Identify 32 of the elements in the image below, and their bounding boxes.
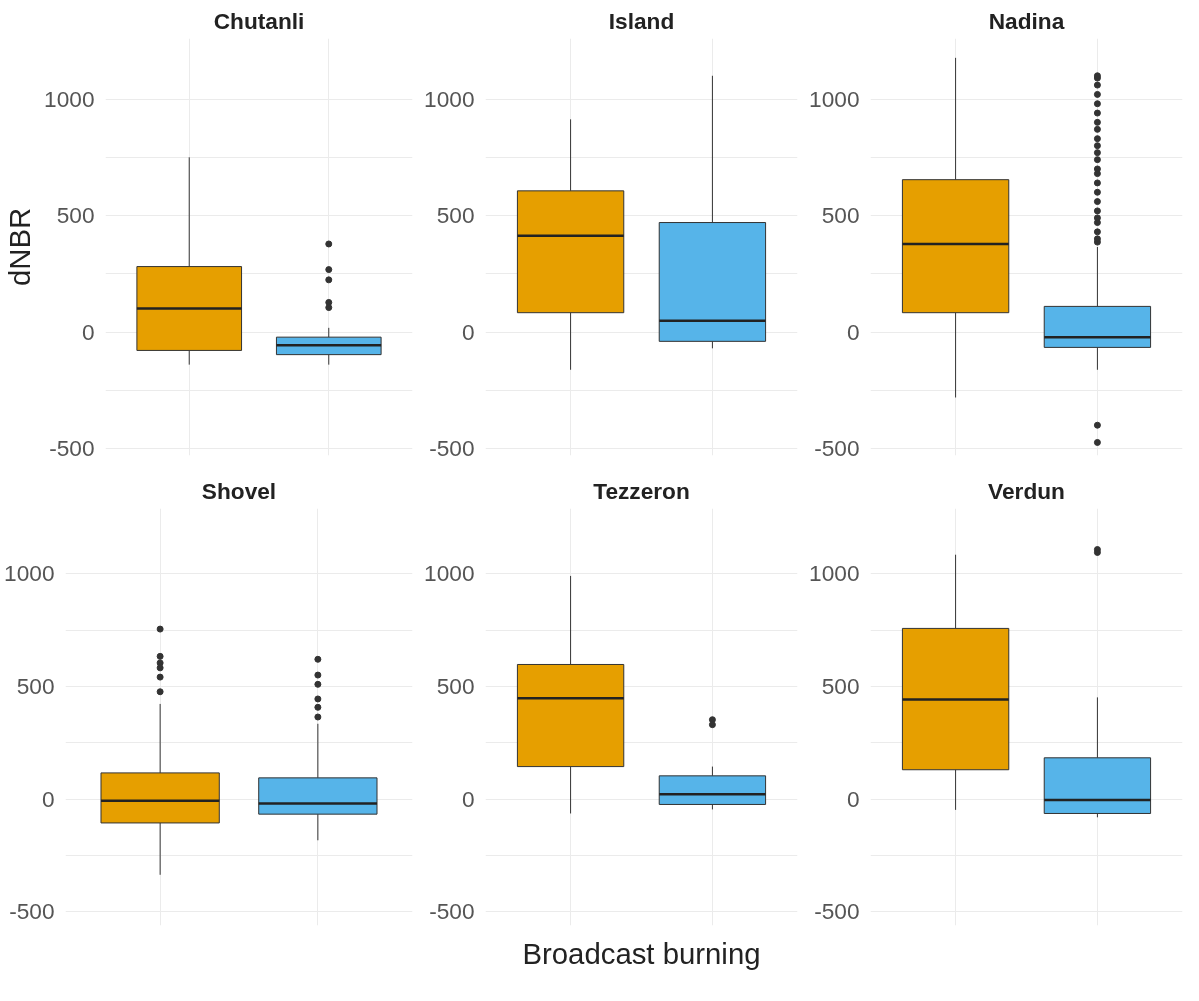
chart-title: Tezzeron	[593, 477, 690, 504]
y-tick-label: 0	[461, 785, 475, 812]
chart-title: Island	[608, 7, 675, 34]
y-tick-label: 0	[846, 785, 860, 812]
chart-title: Chutanli	[213, 7, 305, 34]
y-tick-label: 500	[436, 673, 475, 700]
y-tick-label: 1000	[809, 560, 860, 587]
y-tick-label: 500	[16, 673, 55, 700]
y-tick-label: 500	[436, 202, 475, 229]
y-tick-label: -500	[429, 898, 475, 925]
y-tick-label: 1000	[4, 560, 55, 587]
y-tick-label: 1000	[424, 85, 475, 112]
y-tick-label: -500	[49, 435, 95, 462]
y-tick-label: -500	[429, 435, 475, 462]
y-tick-label: 500	[821, 202, 860, 229]
y-tick-label: -500	[9, 898, 55, 925]
y-tick-label: 500	[56, 202, 95, 229]
y-tick-label: 0	[846, 318, 860, 345]
y-tick-label: 0	[41, 785, 55, 812]
chart-title: Shovel	[201, 477, 277, 504]
y-tick-label: 1000	[424, 560, 475, 587]
y-tick-label: -500	[814, 435, 860, 462]
y-tick-label: 1000	[44, 85, 95, 112]
x-axis-title: Broadcast burning	[522, 936, 761, 970]
chart-title: Nadina	[988, 7, 1065, 34]
y-tick-label: 500	[821, 673, 860, 700]
y-tick-label: 0	[81, 318, 95, 345]
chart-title: Verdun	[988, 477, 1065, 504]
y-tick-label: 0	[461, 318, 475, 345]
y-tick-label: -500	[814, 898, 860, 925]
y-tick-label: 1000	[809, 85, 860, 112]
y-axis-title: dNBR	[3, 207, 37, 287]
